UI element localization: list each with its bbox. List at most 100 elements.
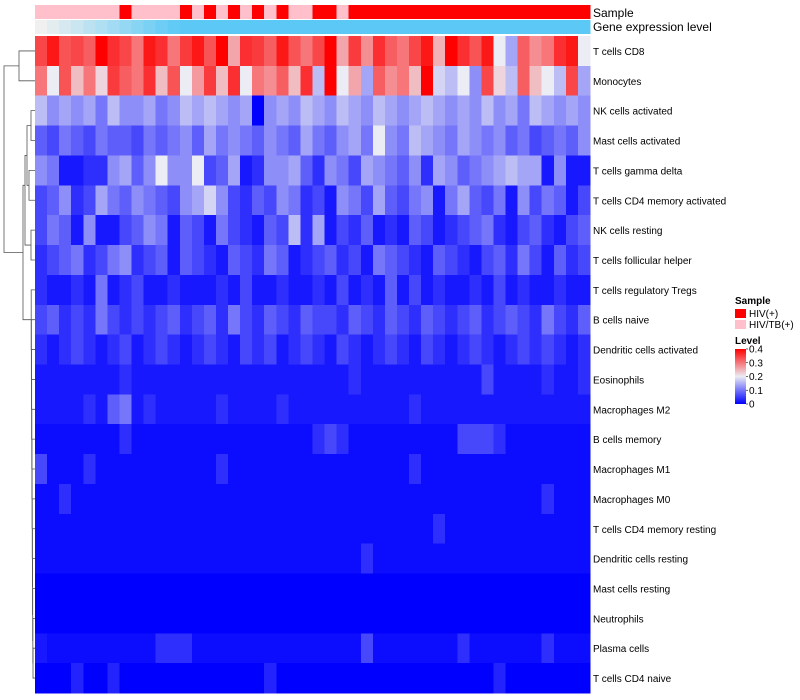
heatmap-cell [517,454,531,485]
heatmap-cell [191,394,205,425]
heatmap-cell [445,663,458,694]
heatmap-cell [445,274,458,306]
heatmap-cell [529,513,543,545]
heatmap-cell [469,245,482,276]
heatmap-cell [167,483,181,515]
sample-annotation-cell [529,5,543,19]
heatmap-cell [264,185,277,216]
heatmap-cell [324,274,338,306]
heatmap-cell [505,215,519,246]
heatmap-cell [59,424,72,455]
heatmap-cell [324,125,338,156]
heatmap-cell [409,633,422,664]
sample-track-label: Sample [593,6,634,20]
heatmap-cell [565,215,579,246]
heatmap-cell [71,274,84,306]
heatmap-cell [493,274,506,306]
heatmap-cell [71,36,84,67]
sample-annotation-cell [384,5,398,19]
heatmap-cell [505,573,519,604]
sample-annotation-cell [276,5,289,19]
heatmap-cell [360,36,374,67]
heatmap-cell [324,304,338,336]
heatmap-cell [553,274,567,306]
heatmap-cell [360,573,374,604]
heatmap-cell [252,663,265,694]
heatmap-cell [505,394,519,425]
heatmap-cell [421,603,434,634]
heatmap-cell [421,36,434,67]
heatmap-cell [191,125,205,156]
heatmap-cell [433,125,446,156]
heatmap-cell [107,65,120,97]
heatmap-cell [445,364,458,395]
heatmap-cell [143,304,157,336]
heatmap-cell [131,573,144,604]
heatmap-cell [445,65,458,97]
heatmap-cell [264,543,277,574]
gene-expression-annotation-cell [384,20,398,34]
heatmap-cell [252,36,265,67]
heatmap-cell [481,603,494,634]
heatmap-cell [372,334,386,365]
heatmap-cell [252,334,265,365]
heatmap-cell [433,304,446,336]
heatmap-cell [336,334,350,365]
row-label: Plasma cells [593,644,649,655]
row-label: Monocytes [593,77,641,88]
heatmap-cell [95,185,108,216]
heatmap-cell [83,125,96,156]
heatmap-cell [215,334,229,365]
heatmap-cell [493,65,506,97]
heatmap-cell [577,603,591,634]
heatmap-cell [167,245,181,276]
heatmap-cell [372,185,386,216]
heatmap-cell [47,394,60,425]
gene-expression-annotation-cell [119,20,132,34]
heatmap-cell [565,633,579,664]
heatmap-cell [155,633,169,664]
heatmap-cell [324,394,338,425]
heatmap-cell [421,394,434,425]
heatmap-cell [553,424,567,455]
heatmap-cell [276,364,289,395]
sample-annotation-cell [541,5,555,19]
heatmap-cell [493,215,506,246]
heatmap-cell [179,304,193,336]
row-label: T cells CD4 memory resting [593,525,716,536]
sample-annotation-cell [35,5,48,19]
gene-expression-annotation-cell [59,20,72,34]
heatmap-cell [107,185,120,216]
heatmap-cell [384,513,398,545]
heatmap-cell [517,125,531,156]
heatmap-cell [155,274,169,306]
sample-annotation-cell [565,5,579,19]
heatmap-cell [433,603,446,634]
heatmap-cell [167,274,181,306]
sample-annotation-cell [517,5,531,19]
heatmap-cell [155,125,169,156]
heatmap-cell [191,603,205,634]
heatmap-cell [312,274,325,306]
heatmap-cell [179,603,193,634]
heatmap-cell [264,573,277,604]
heatmap-cell [336,304,350,336]
heatmap-cell [191,573,205,604]
heatmap-cell [577,185,591,216]
heatmap-cell [288,663,301,694]
sample-annotation-cell [324,5,338,19]
heatmap-cell [59,95,72,126]
heatmap-cell [384,215,398,246]
heatmap-cell [553,513,567,545]
heatmap-cell [252,245,265,276]
gene-expression-annotation-cell [179,20,193,34]
heatmap-cell [107,663,120,694]
heatmap-cell [276,155,289,186]
heatmap-cell [372,65,386,97]
dendrogram-branch [32,647,35,679]
heatmap-cell [517,304,531,336]
heatmap-cell [445,304,458,336]
heatmap-cell [384,394,398,425]
gene-expression-annotation-cell [336,20,350,34]
heatmap-cell [517,364,531,395]
